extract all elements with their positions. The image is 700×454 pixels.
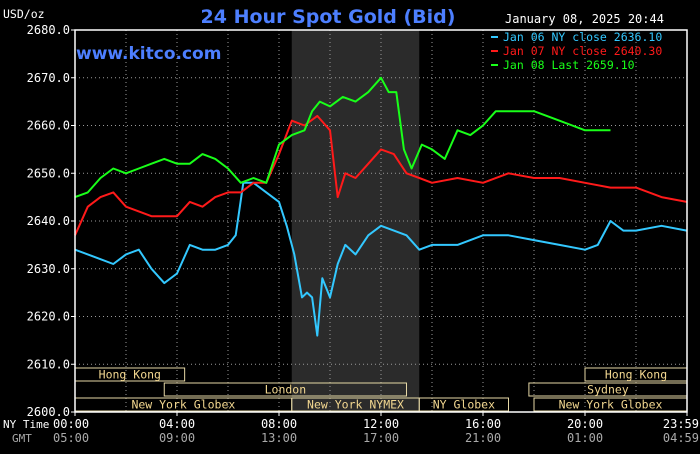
- x-tick-label-ny: 23:59: [663, 417, 699, 431]
- x-tick-label-gmt: 01:00: [567, 431, 603, 445]
- y-tick-label: 2640.0: [27, 214, 70, 228]
- y-tick-label: 2660.0: [27, 119, 70, 133]
- chart-title: 24 Hour Spot Gold (Bid): [201, 6, 456, 28]
- watermark-url: www.kitco.com: [76, 44, 221, 64]
- x-tick-label-gmt: 05:00: [53, 431, 89, 445]
- y-tick-label: 2670.0: [27, 71, 70, 85]
- series-line-jan08: [74, 76, 611, 199]
- x-tick-label-gmt: 21:00: [465, 431, 501, 445]
- x-tick-label-ny: 16:00: [465, 417, 501, 431]
- gmt-label: GMT: [12, 432, 32, 445]
- session-box: [418, 397, 509, 412]
- session-label: New York NYMEX: [307, 398, 404, 412]
- x-tick-label-gmt: 13:00: [261, 431, 297, 445]
- session-label: New York Globex: [131, 398, 235, 412]
- legend-entry-jan06: Jan 06 NY close 2636.10: [503, 30, 662, 44]
- legend-entry-jan07: Jan 07 NY close 2640.30: [503, 44, 662, 58]
- y-tick-label: 2630.0: [27, 262, 70, 276]
- x-tick-label-ny: 20:00: [567, 417, 603, 431]
- y-tick-label: 2620.0: [27, 310, 70, 324]
- session-box: [163, 382, 407, 397]
- y-tick-label: 2680.0: [27, 23, 70, 37]
- session-label: Hong Kong: [605, 368, 667, 382]
- y-tick-label: 2600.0: [27, 405, 70, 419]
- session-label: Hong Kong: [99, 368, 161, 382]
- y-tick-label: 2610.0: [27, 357, 70, 371]
- session-label: New York Globex: [559, 398, 663, 412]
- x-tick-label-gmt: 17:00: [363, 431, 399, 445]
- session-label: London: [265, 383, 307, 397]
- series-line-jan06: [74, 181, 687, 337]
- ny-time-label: NY Time: [3, 418, 49, 431]
- session-label: NY Globex: [433, 398, 495, 412]
- legend: Jan 06 NY close 2636.10 Jan 07 NY close …: [491, 30, 662, 72]
- x-tick-label-ny: 00:00: [53, 417, 89, 431]
- x-tick-label-ny: 04:00: [159, 417, 195, 431]
- legend-entry-jan08: Jan 08 Last 2659.10: [503, 58, 635, 72]
- y-tick-label: 2650.0: [27, 166, 70, 180]
- axes: 2680.0 2670.0 2660.0 2650.0 2640.0 2630.0 2620…: [27, 23, 699, 445]
- series-line-jan07: [74, 114, 687, 236]
- x-tick-label-gmt: 04:59: [663, 431, 699, 445]
- price-series: [74, 76, 687, 337]
- x-tick-label-ny: 12:00: [363, 417, 399, 431]
- x-tick-label-ny: 08:00: [261, 417, 297, 431]
- session-label: Sydney: [587, 383, 629, 397]
- timestamp: January 08, 2025 20:44: [505, 12, 664, 26]
- x-tick-label-gmt: 09:00: [159, 431, 195, 445]
- y-axis-unit-label: USD/oz: [3, 7, 45, 21]
